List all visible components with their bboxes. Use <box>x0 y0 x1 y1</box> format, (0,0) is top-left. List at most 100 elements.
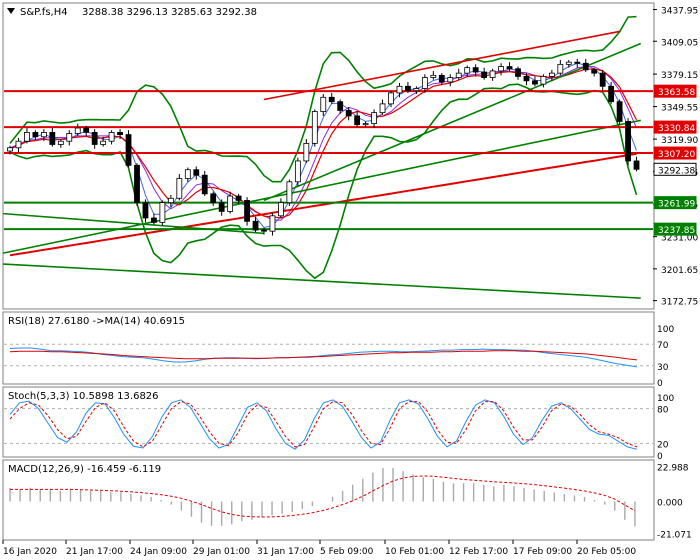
price-label-box <box>653 196 697 210</box>
stoch-panel-frame <box>2 386 655 458</box>
candle-body <box>464 67 471 74</box>
candle-body <box>159 202 166 223</box>
candle-body <box>345 110 352 117</box>
moving-average-long <box>9 152 637 257</box>
candle-body <box>430 74 437 78</box>
y-tick-label: 3201.65 <box>661 266 698 276</box>
candle-body <box>286 181 293 204</box>
main-panel-frame <box>2 2 655 310</box>
trend-line-channel-upper <box>263 30 620 101</box>
price-label-text: 3292.38 <box>658 166 695 176</box>
candle-body <box>193 169 200 176</box>
rsi-panel: RSI(18) 27.6180 ->MA(14) 40.6915 100 70 30… <box>2 311 674 389</box>
candle-body <box>421 77 428 89</box>
y-tick-label: 80 <box>657 406 669 416</box>
candle-body <box>15 140 22 149</box>
candle-body <box>515 68 521 77</box>
candle-body <box>405 85 411 92</box>
symbol-triangle-icon <box>7 8 15 14</box>
stoch-panel: Stoch(5,3,3) 10.5898 13.6826 100 80 20 0 <box>2 386 674 462</box>
candle-body <box>455 72 462 78</box>
candle-body <box>167 197 174 204</box>
candle-body <box>227 195 234 212</box>
y-tick-label: 3172.75 <box>661 298 698 308</box>
price-label-box <box>653 162 697 176</box>
price-label-text: 3363.58 <box>658 88 695 98</box>
candle-body <box>294 160 301 183</box>
candle-body <box>235 195 242 201</box>
rsi-panel-frame <box>2 311 655 385</box>
trend-line-support-rising <box>3 119 641 254</box>
macd-panel-frame <box>2 459 655 541</box>
candle-body <box>582 62 589 71</box>
oscillator-signal-line <box>9 350 638 361</box>
y-tick-label: 30 <box>657 363 669 373</box>
candle-body <box>548 72 555 77</box>
candle-body <box>574 61 581 64</box>
candle-body <box>218 202 225 212</box>
candle-body <box>32 132 39 138</box>
candle-body <box>278 202 284 217</box>
x-tick-label: 16 Jan 2020 <box>3 547 57 557</box>
price-label-box <box>653 222 697 236</box>
candle-body <box>269 215 276 232</box>
candle-body <box>625 121 631 162</box>
candle-body <box>91 132 98 145</box>
candle-body <box>557 63 564 74</box>
candle-body <box>523 76 530 82</box>
candle-body <box>481 71 488 78</box>
candle-body <box>57 140 64 145</box>
y-tick-label: 3319.90 <box>661 136 698 146</box>
x-tick-label: 31 Jan 17:00 <box>257 547 314 557</box>
main-panel-ohlc: 3288.38 3296.13 3285.63 3292.38 <box>82 7 257 18</box>
x-tick-label: 17 Feb 09:00 <box>513 547 572 557</box>
y-tick-label: -21.071 <box>657 531 692 541</box>
candle-body <box>388 92 394 105</box>
candle-body <box>633 160 640 170</box>
price-label-text: 3261.99 <box>658 200 695 210</box>
candle-body <box>498 66 504 72</box>
bollinger-upper-band <box>9 15 637 183</box>
candle-body <box>320 96 327 112</box>
candle-body <box>201 174 208 195</box>
candle-body <box>49 132 56 145</box>
candle-body <box>303 142 310 162</box>
y-tick-label: 0 <box>657 379 663 389</box>
candle-body <box>100 140 107 145</box>
candle-body <box>252 220 259 231</box>
candle-body <box>354 115 361 126</box>
candle-body <box>438 74 445 83</box>
candle-body <box>117 132 123 135</box>
candle-body <box>565 61 572 65</box>
price-label-box <box>653 146 697 160</box>
x-tick-label: 5 Feb 09:00 <box>320 547 374 557</box>
candle-body <box>261 229 267 232</box>
y-tick-label: 70 <box>657 341 669 351</box>
candle-body <box>362 123 369 126</box>
rsi-panel-header: RSI(18) 27.6180 ->MA(14) 40.6915 <box>8 316 185 327</box>
candle-body <box>125 134 132 166</box>
candle-body <box>608 85 615 103</box>
candle-body <box>532 80 538 85</box>
candle-body <box>489 70 496 78</box>
candle-body <box>83 127 90 133</box>
y-tick-label: 3409.05 <box>661 38 698 48</box>
x-tick-label: 20 Feb 05:00 <box>577 547 636 557</box>
trend-line-falling <box>3 263 641 299</box>
candle-body <box>210 193 217 204</box>
oscillator-main-line <box>9 399 638 450</box>
price-label-box <box>653 120 697 134</box>
y-tick-label: 100 <box>657 394 674 404</box>
main-panel: S&P.fs,H4 3288.38 3296.13 3285.63 3292.3… <box>2 2 698 310</box>
candle-body <box>379 103 386 114</box>
candle-body <box>184 169 191 179</box>
price-label-text: 3237.85 <box>658 226 695 236</box>
y-tick-label: 0.000 <box>657 499 683 509</box>
price-label-text: 3307.20 <box>658 150 695 160</box>
y-tick-label: 3437.95 <box>661 7 698 17</box>
candle-body <box>24 132 30 142</box>
candle-body <box>176 178 183 199</box>
candle-body <box>7 147 13 152</box>
candle-body <box>616 101 623 122</box>
